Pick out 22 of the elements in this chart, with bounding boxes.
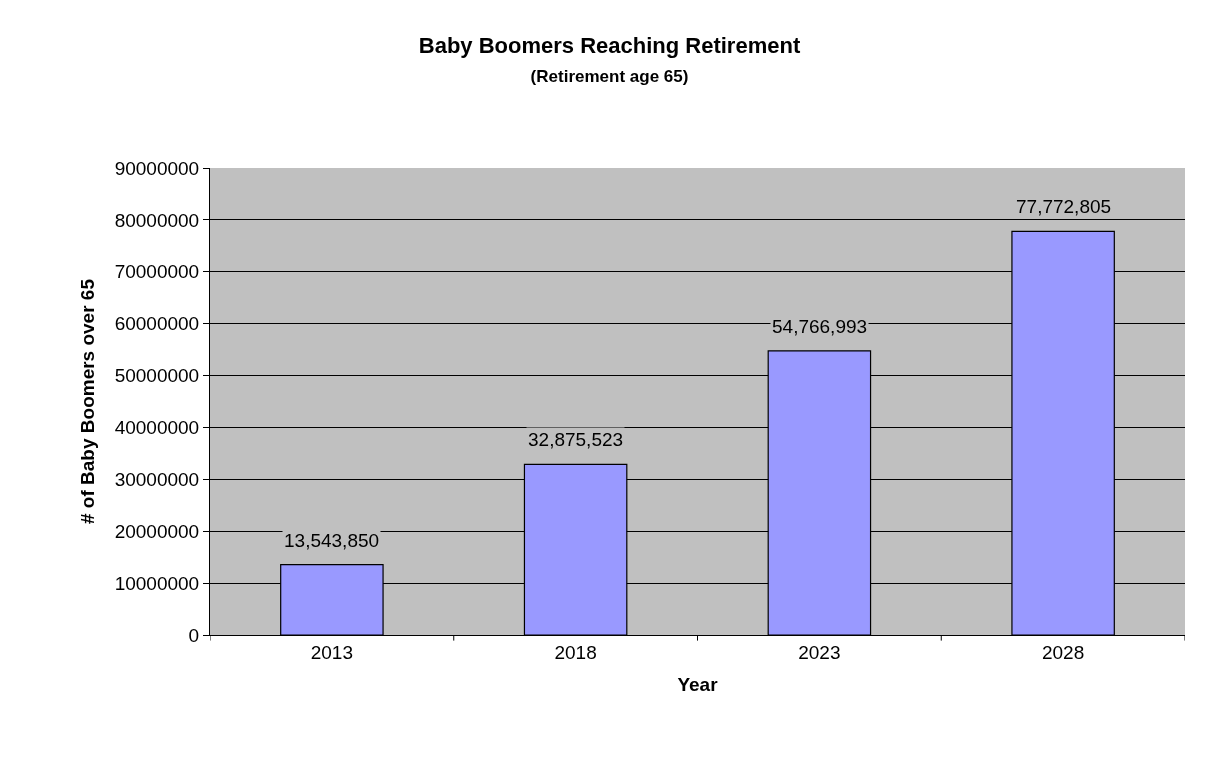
- y-tick-label: 60000000: [114, 313, 200, 335]
- x-tick-label: 2013: [310, 641, 354, 663]
- x-tick-label: 2023: [798, 641, 841, 663]
- data-label: 32,875,523: [528, 429, 624, 450]
- y-tick-label: 20000000: [114, 520, 200, 542]
- y-tick-label: 0: [188, 624, 200, 646]
- y-tick-label: 70000000: [114, 261, 200, 283]
- y-tick-label: 80000000: [114, 209, 200, 231]
- data-label: 54,766,993: [772, 316, 868, 337]
- data-label: 13,543,850: [284, 530, 380, 551]
- x-tick-label: 2018: [554, 641, 597, 663]
- chart-title: Baby Boomers Reaching Retirement: [418, 33, 801, 59]
- data-label: 77,772,805: [1016, 196, 1112, 217]
- y-tick-label: 10000000: [114, 572, 200, 594]
- chart-subtitle: (Retirement age 65): [530, 66, 689, 86]
- y-tick-label: 30000000: [114, 468, 200, 490]
- x-axis-title: Year: [677, 673, 719, 695]
- y-tick-label: 50000000: [114, 365, 200, 387]
- y-axis-title: # of Baby Boomers over 65: [76, 278, 98, 524]
- x-tick-label: 2028: [1041, 641, 1085, 663]
- y-tick-label: 40000000: [114, 417, 200, 439]
- y-tick-label: 90000000: [114, 157, 200, 179]
